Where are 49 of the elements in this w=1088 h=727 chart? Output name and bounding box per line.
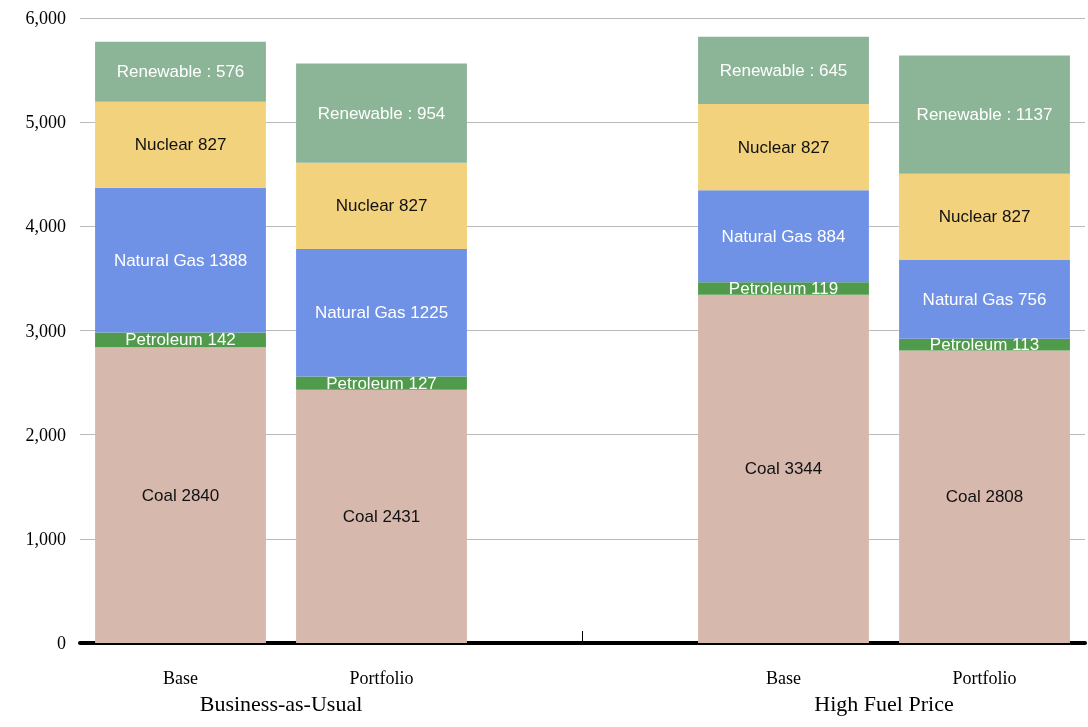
x-tick-label: Base (163, 668, 198, 688)
bar (95, 347, 266, 643)
bar (296, 248, 467, 377)
data-label: Renewable : 954 (317, 103, 446, 123)
data-label: Natural Gas 756 (922, 289, 1047, 309)
bar (95, 101, 266, 188)
bar (296, 63, 467, 163)
bar (95, 187, 266, 333)
y-tick-label: 3,000 (25, 320, 66, 341)
data-label: Nuclear 827 (938, 207, 1031, 227)
bar (698, 104, 869, 191)
y-tick-label: 4,000 (25, 216, 66, 237)
data-label: Renewable : 1137 (916, 105, 1053, 125)
bar (296, 162, 467, 249)
y-tick-label: 6,000 (25, 8, 66, 28)
y-tick-label: 0 (57, 633, 66, 653)
y-tick-label: 5,000 (25, 112, 66, 133)
x-tick-label: Base (766, 668, 801, 688)
bar (95, 41, 266, 102)
data-label: Petroleum 113 (929, 335, 1040, 355)
y-tick-label: 2,000 (25, 424, 66, 445)
x-tick-label: Portfolio (952, 668, 1017, 688)
bar (899, 55, 1070, 174)
bar (899, 350, 1070, 643)
data-label: Coal 2840 (141, 485, 220, 505)
data-label: Renewable : 576 (116, 62, 245, 82)
bar (899, 259, 1070, 339)
data-label: Petroleum 142 (125, 330, 236, 350)
data-label: Nuclear 827 (134, 135, 227, 155)
data-label: Petroleum 127 (326, 373, 437, 393)
data-label: Natural Gas 1225 (314, 303, 449, 323)
bar (698, 36, 869, 105)
text: Business-as-Usual (199, 690, 363, 716)
bar (296, 389, 467, 643)
data-label: Natural Gas 1388 (113, 250, 248, 270)
data-label: Coal 2808 (945, 487, 1024, 507)
text: High Fuel Price (814, 690, 954, 716)
bar (698, 294, 869, 643)
data-label: Coal 3344 (744, 459, 823, 479)
y-tick-label: 1,000 (25, 528, 66, 549)
data-label: Petroleum 119 (728, 278, 839, 298)
bar (698, 190, 869, 283)
data-label: Coal 2431 (342, 506, 421, 526)
data-label: Nuclear 827 (335, 196, 428, 216)
data-label: Natural Gas 884 (721, 226, 846, 246)
data-label: Nuclear 827 (737, 137, 830, 157)
data-label: Renewable : 645 (719, 60, 848, 80)
bar (899, 173, 1070, 260)
x-tick-label: Portfolio (349, 668, 414, 688)
